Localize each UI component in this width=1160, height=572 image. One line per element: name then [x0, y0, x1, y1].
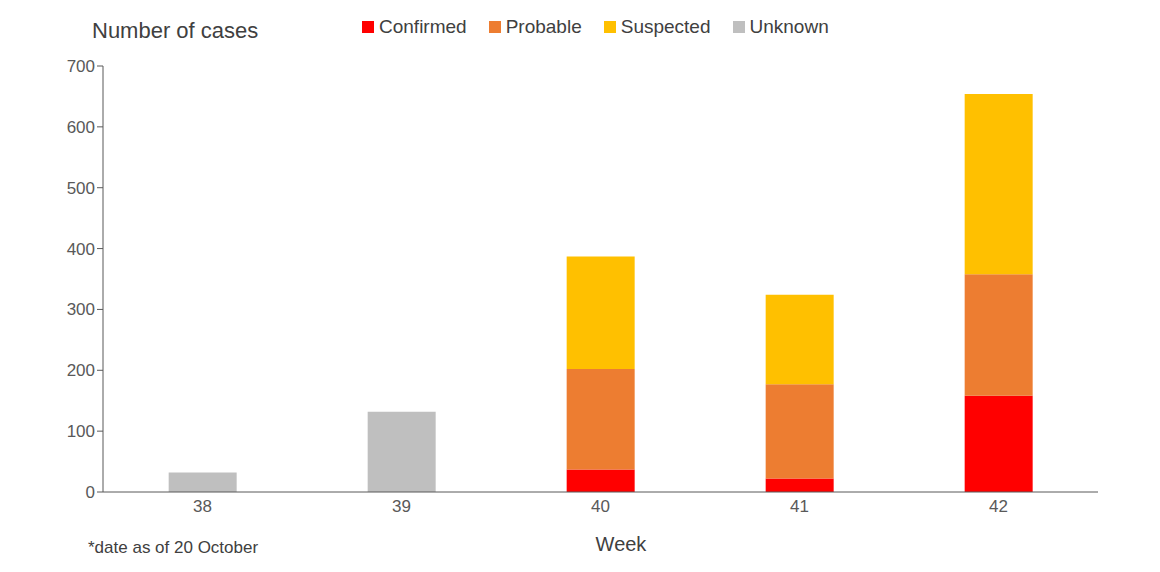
svg-text:39: 39: [392, 497, 411, 516]
html-text:Probable: Probable: [505, 16, 582, 37]
svg-text:400: 400: [67, 240, 95, 259]
svg-text:42: 42: [989, 497, 1008, 516]
html-text:Suspected: Suspected: [620, 16, 711, 37]
svg-text:200: 200: [67, 361, 95, 380]
html-text:Unknown: Unknown: [749, 16, 829, 37]
svg-text:40: 40: [591, 497, 610, 516]
svg-text:500: 500: [67, 179, 95, 198]
html-text:Number of cases: Number of cases: [92, 18, 259, 43]
svg-text:38: 38: [193, 497, 212, 516]
html-text:*date as of 20 October: *date as of 20 October: [88, 538, 259, 557]
svg-text:300: 300: [67, 300, 95, 319]
svg-text:100: 100: [67, 422, 95, 441]
svg-text:600: 600: [67, 118, 95, 137]
html-text:Week: Week: [595, 533, 647, 555]
svg-text:41: 41: [790, 497, 809, 516]
html-text:Confirmed: Confirmed: [379, 16, 467, 37]
svg-text:700: 700: [67, 57, 95, 76]
svg-text:0: 0: [86, 483, 95, 502]
